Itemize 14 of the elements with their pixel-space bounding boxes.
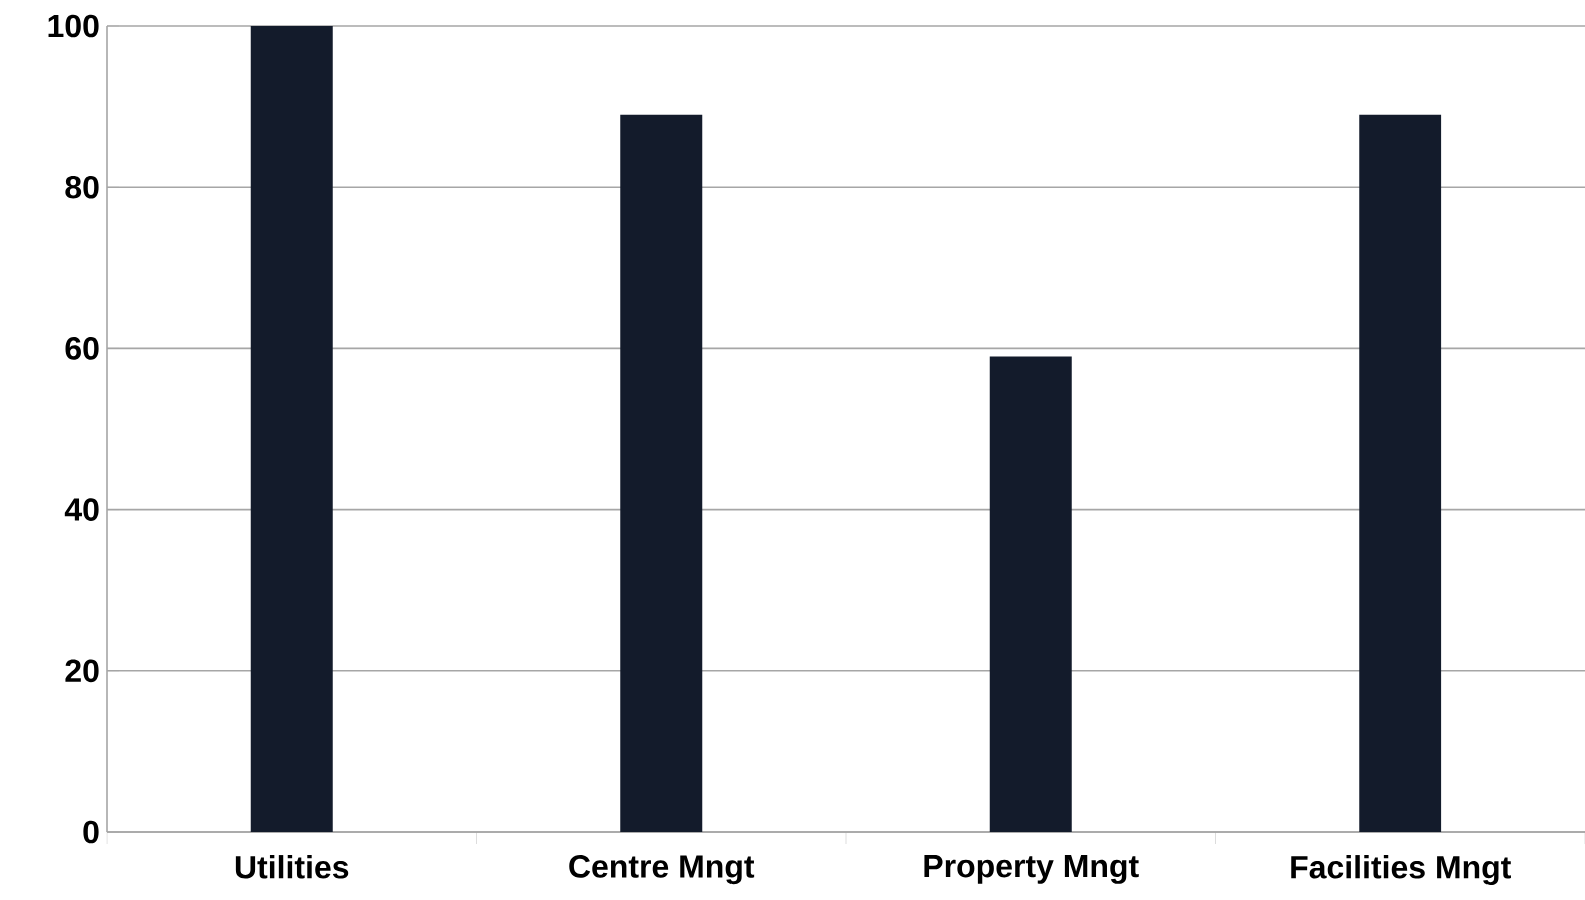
x-tick-label: Facilities Mngt xyxy=(1291,855,1511,886)
bar xyxy=(1359,114,1442,832)
bar xyxy=(250,26,333,832)
bar xyxy=(620,114,703,832)
y-tick-label: 80 xyxy=(65,175,99,199)
y-tick-label: 60 xyxy=(65,337,99,360)
x-tick-label: Centre Mngt xyxy=(569,855,755,885)
x-tick-label: Property Mngt xyxy=(924,855,1139,884)
y-tick-label: 100 xyxy=(48,14,99,38)
y-tick-label: 40 xyxy=(64,498,99,521)
bar xyxy=(989,356,1072,832)
y-tick-label: 20 xyxy=(65,659,99,683)
x-tick-label: Utilities xyxy=(235,855,349,879)
y-tick-label: 0 xyxy=(83,820,99,844)
